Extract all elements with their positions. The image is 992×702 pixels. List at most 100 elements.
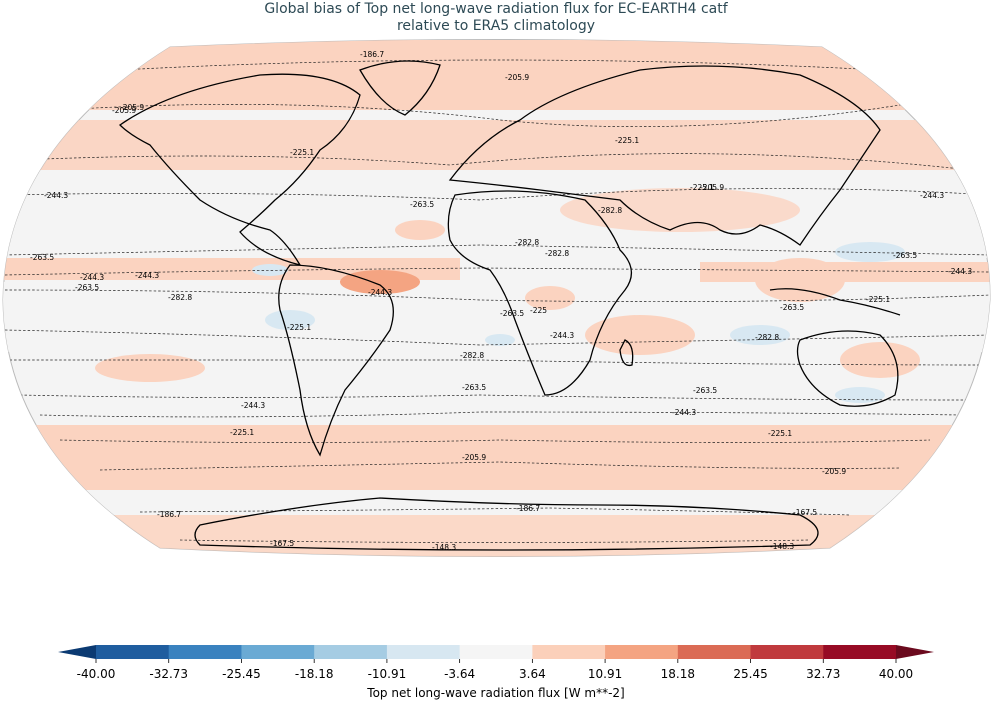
- contour-label: -282.8: [168, 293, 192, 302]
- contour-label: -244.3: [241, 401, 265, 410]
- madagascar-coast: [619, 339, 634, 367]
- contour-label: -148.3: [432, 543, 456, 552]
- robinson-map: -186.7 -205.9 -205.9 -225.1 -225.1 -244.…: [2, 39, 991, 557]
- bias-band-tropics-north: [3, 258, 460, 280]
- colorbar-segment: [386, 645, 461, 659]
- africa-coast: [447, 190, 632, 396]
- colorbar-tick-label: 32.73: [806, 667, 840, 681]
- contour-label: -148.3: [770, 542, 794, 551]
- colorbar-tick-label: 25.45: [733, 667, 767, 681]
- contour-label: -205.9: [462, 453, 486, 462]
- contour-label: -244.3: [80, 273, 104, 282]
- contour-label: -225.1: [230, 428, 254, 437]
- contour-label: -244.3: [135, 271, 159, 280]
- contour-label: -205.9: [120, 103, 144, 112]
- bias-patch-pacific-south: [95, 354, 205, 382]
- bias-patch-indian-ocean: [585, 315, 695, 355]
- colorbar-tick-label: 40.00: [879, 667, 913, 681]
- colorbar-tick-label: 10.91: [588, 667, 622, 681]
- colorbar-tick-label: -40.00: [77, 667, 116, 681]
- colorbar-segment: [314, 645, 388, 659]
- contour-label: -225: [530, 306, 547, 315]
- contour-label: -263.5: [693, 386, 717, 395]
- contour-label: -225.1: [290, 148, 314, 157]
- contour-label: -244.3: [672, 408, 696, 417]
- europe-asia-coast: [448, 65, 881, 246]
- contour-label: -225.1: [768, 429, 792, 438]
- contour-label: -244.3: [550, 331, 574, 340]
- colorbar-tick-label: -32.73: [149, 667, 188, 681]
- coastlines: [118, 60, 901, 551]
- colorbar-tick-label: -18.18: [295, 667, 334, 681]
- colorbar-segments: [58, 645, 934, 659]
- contour-label: -263.5: [462, 383, 486, 392]
- colorbar-ticks: -40.00 -32.73 -25.45 -18.18 -10.91 -3.64 3.64 1…: [77, 659, 913, 681]
- colorbar-tick-label: -3.64: [444, 667, 475, 681]
- bias-patch-australia-east: [840, 342, 920, 378]
- contour-label: -244.3: [368, 288, 392, 297]
- bias-patch-north-atlantic: [395, 220, 445, 240]
- north-america-coast: [118, 73, 361, 267]
- contour-label-group: -186.7 -205.9 -205.9 -225.1 -225.1 -244.…: [30, 50, 972, 552]
- contour-label: -186.7: [360, 50, 384, 59]
- contour-label: -282.8: [545, 249, 569, 258]
- bias-patch-africa: [525, 286, 575, 310]
- contour-label: -244.3: [920, 191, 944, 200]
- contour-label: -263.5: [30, 253, 54, 262]
- colorbar-extend-low: [58, 645, 96, 659]
- colorbar-tick-label: 3.64: [519, 667, 546, 681]
- colorbar-tick-label: -25.45: [222, 667, 261, 681]
- bias-patch-eurasia: [560, 188, 800, 232]
- colorbar-segment: [532, 645, 606, 659]
- indonesia-coast: [769, 288, 901, 316]
- contour-label: -205.9: [822, 467, 846, 476]
- contour-label: -225.1: [287, 323, 311, 332]
- contour-label: -186.7: [516, 504, 540, 513]
- bias-neg-atlantic: [252, 264, 288, 276]
- contour-label: -186.7: [157, 510, 181, 519]
- contour-label: -263.5: [893, 251, 917, 260]
- colorbar-segment: [241, 645, 315, 659]
- contour-label: -244.3: [44, 191, 68, 200]
- contour-label: -282.8: [598, 206, 622, 215]
- bias-neg-west-pacific: [835, 242, 905, 262]
- colorbar-segment: [168, 645, 242, 659]
- colorbar-extend-high: [896, 645, 934, 659]
- colorbar-segment: [823, 645, 897, 659]
- contour-label: -205.9: [505, 73, 529, 82]
- contour-label: -167.5: [270, 539, 294, 548]
- contour-label: -263.5: [75, 283, 99, 292]
- bias-neg-andes: [265, 310, 315, 330]
- contour-lines: [4, 59, 991, 543]
- contour-label: -263.5: [500, 309, 524, 318]
- south-america-coast: [278, 264, 394, 457]
- contour-label: -167.5: [793, 508, 817, 517]
- contour-label: -205.9: [112, 106, 136, 115]
- colorbar-tick-label: -10.91: [368, 667, 407, 681]
- antarctica-coast: [194, 497, 819, 551]
- contour-label: -225.1: [615, 136, 639, 145]
- colorbar-segment: [750, 645, 824, 659]
- contour-label: -244.3: [948, 267, 972, 276]
- colorbar-segment: [96, 645, 170, 659]
- map-title-line2: relative to ERA5 climatology: [396, 18, 596, 34]
- bias-patch-maritime: [755, 258, 845, 302]
- bias-neg-australia: [835, 387, 885, 403]
- bias-band-south-midlat: [3, 425, 991, 490]
- colorbar-label: Top net long-wave radiation flux [W m**-…: [366, 686, 624, 700]
- bias-field: [3, 40, 991, 557]
- greenland-coast: [359, 60, 441, 116]
- map-title-line1: Global bias of Top net long-wave radiati…: [264, 1, 728, 17]
- contour-label: -225.1: [866, 295, 890, 304]
- neutral-band-south: [3, 490, 991, 515]
- bias-band-north-midlat: [3, 120, 991, 170]
- contour-label: -263.5: [410, 200, 434, 209]
- contour-label: -225.1: [690, 183, 714, 192]
- colorbar-tick-label: 18.18: [661, 667, 695, 681]
- colorbar-segment: [677, 645, 752, 659]
- contour-label: -263.5: [780, 303, 804, 312]
- bias-patch-amazon: [340, 270, 420, 294]
- contour-label: -282.8: [755, 333, 779, 342]
- bias-band-arctic: [3, 40, 991, 110]
